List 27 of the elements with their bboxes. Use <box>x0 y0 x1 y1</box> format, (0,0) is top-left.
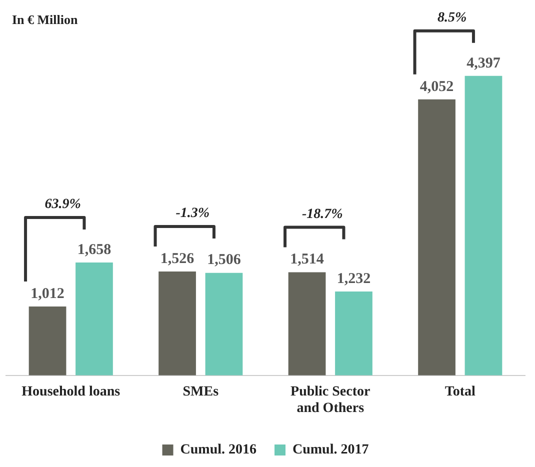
bar <box>158 271 196 376</box>
bar <box>464 76 502 376</box>
x-tick-label: Total <box>444 384 476 400</box>
legend-label: Cumul. 2016 <box>180 442 256 458</box>
data-label: 4,052 <box>420 78 454 95</box>
data-label: 4,397 <box>466 55 501 72</box>
x-tick-label: Public Sector and Others <box>290 384 370 416</box>
y-axis-title: In € Million <box>12 12 79 27</box>
bar <box>205 272 243 376</box>
bar <box>418 99 456 376</box>
annotation: -18.7% <box>302 206 343 222</box>
legend-label: Cumul. 2017 <box>292 442 369 458</box>
bar <box>28 306 66 376</box>
data-label: 1,658 <box>77 242 112 258</box>
data-label: 1,232 <box>336 270 371 287</box>
annotation: 63.9% <box>44 197 81 212</box>
x-tick-label: SMEs <box>182 384 220 400</box>
annotation: -1.3% <box>176 206 210 222</box>
x-tick-label: Household loans <box>22 384 121 400</box>
data-label: 1,526 <box>160 250 195 267</box>
data-label: 1,514 <box>290 252 324 268</box>
bar <box>335 291 372 376</box>
bar <box>76 262 113 376</box>
data-label: 1,012 <box>30 286 64 302</box>
text: 8.5% <box>438 10 467 26</box>
data-label: 1,506 <box>207 252 242 268</box>
bar <box>288 272 326 376</box>
